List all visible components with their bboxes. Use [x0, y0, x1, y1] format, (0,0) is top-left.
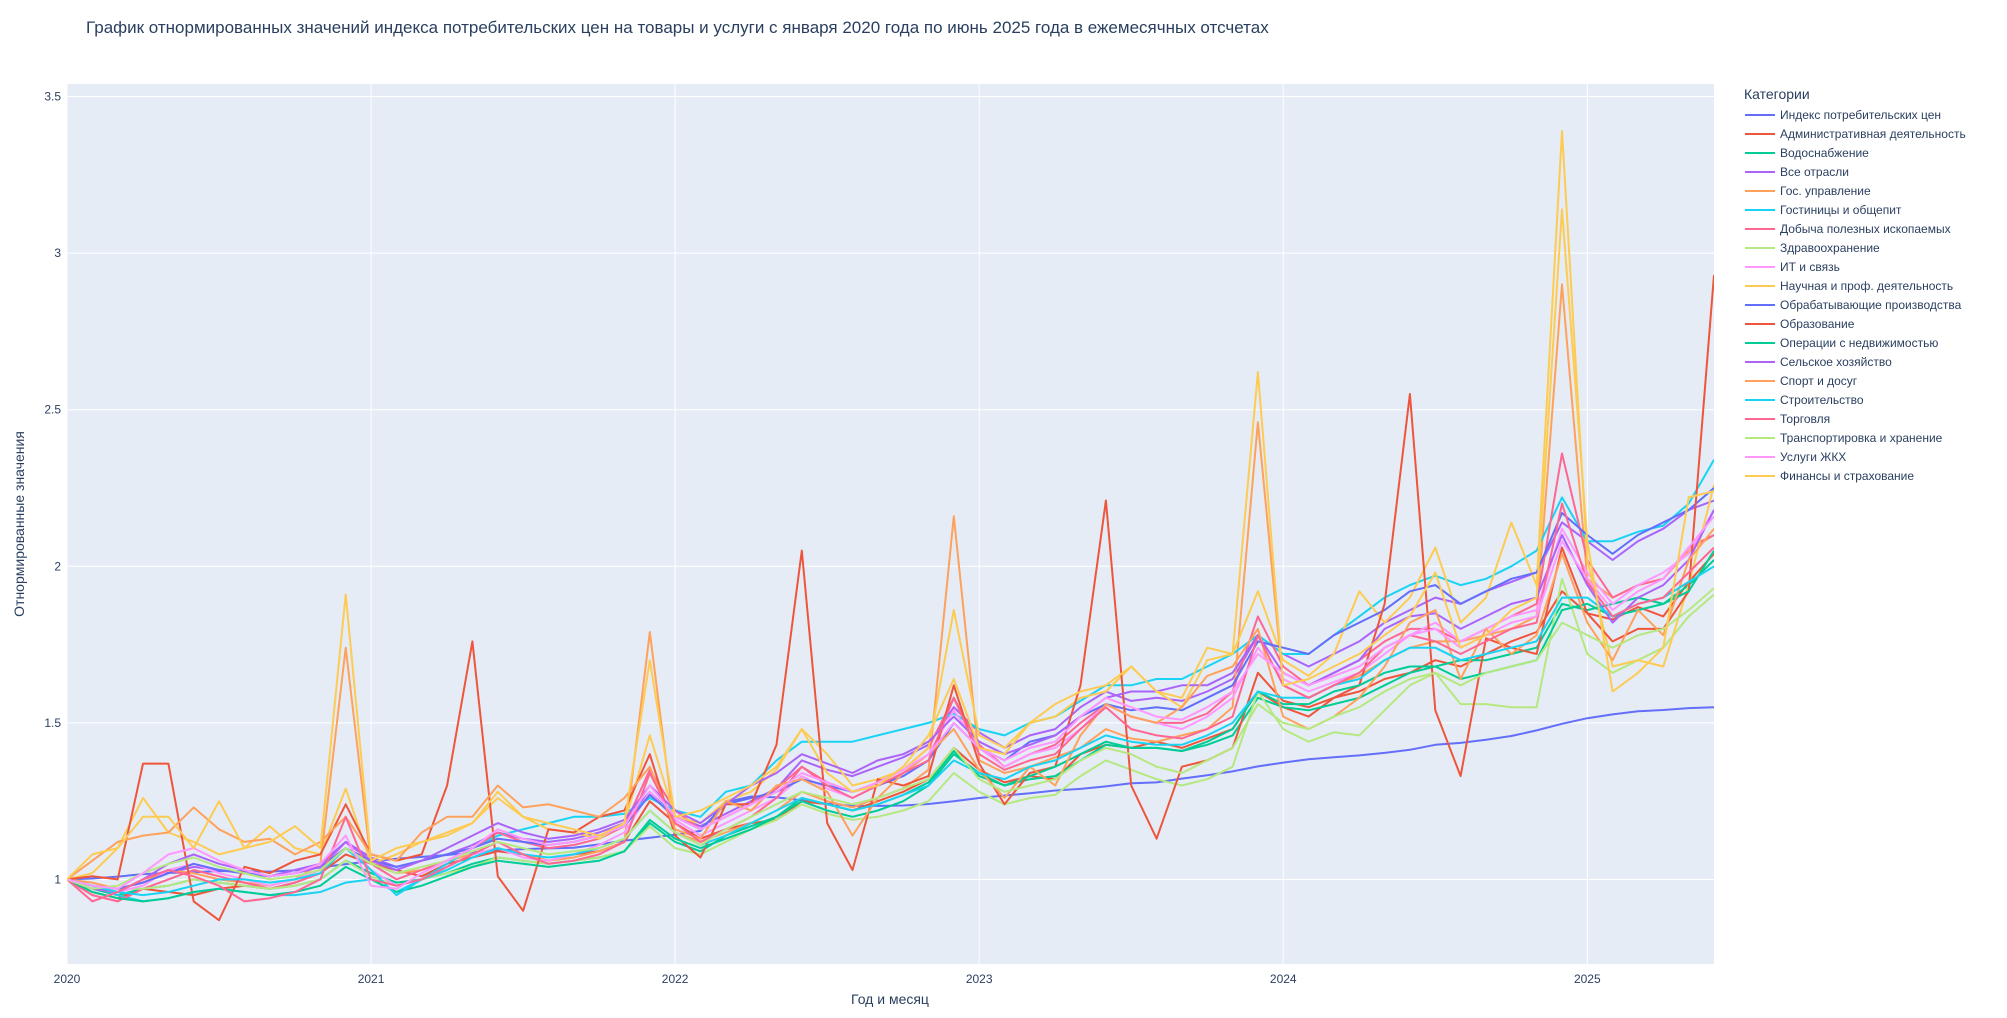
legend-swatch — [1745, 227, 1775, 230]
legend-label: Добыча полезных ископаемых — [1780, 221, 1951, 236]
legend-label: Здравоохранение — [1780, 240, 1880, 255]
legend-label: Водоснабжение — [1780, 145, 1869, 160]
legend-swatch — [1745, 322, 1775, 325]
y-tick-label: 3.5 — [44, 90, 61, 104]
legend-label: Гос. управление — [1780, 183, 1871, 198]
y-tick-label: 1.5 — [44, 716, 61, 730]
legend-label: Гостиницы и общепит — [1780, 202, 1902, 217]
legend-label: Услуги ЖКХ — [1780, 449, 1847, 464]
legend-swatch — [1745, 455, 1775, 458]
y-tick-label: 2 — [54, 559, 61, 573]
legend-item[interactable]: Гос. управление — [1742, 181, 2004, 200]
chart-title: График отнормированных значений индекса … — [86, 18, 1269, 37]
legend-item[interactable]: Образование — [1742, 314, 2004, 333]
x-axis-label: Год и месяц — [851, 991, 929, 1007]
legend-label: Научная и проф. деятельность — [1780, 278, 1954, 293]
legend-item[interactable]: Услуги ЖКХ — [1742, 447, 2004, 466]
series-line — [67, 577, 1714, 890]
series-line — [67, 587, 1714, 890]
y-tick-label: 3 — [54, 246, 61, 260]
series-line — [67, 274, 1714, 922]
legend-item[interactable]: Транспортировка и хранение — [1742, 428, 2004, 447]
x-tick-label: 2021 — [358, 972, 385, 986]
legend-item[interactable]: Добыча полезных ископаемых — [1742, 219, 2004, 238]
legend-item[interactable]: Водоснабжение — [1742, 143, 2004, 162]
series-line — [67, 553, 1714, 900]
legend-item[interactable]: Обрабатывающие производства — [1742, 295, 2004, 314]
y-tick-label: 1 — [54, 872, 61, 886]
legend-swatch — [1745, 132, 1775, 135]
x-tick-label: 2025 — [1574, 972, 1601, 986]
legend-swatch — [1745, 360, 1775, 363]
legend-item[interactable]: ИТ и связь — [1742, 257, 2004, 276]
gridlines — [66, 84, 1714, 964]
legend-label: Операции с недвижимостью — [1780, 335, 1939, 350]
legend-item[interactable]: Гостиницы и общепит — [1742, 200, 2004, 219]
legend-swatch — [1745, 208, 1775, 211]
legend-label: Административная деятельность — [1780, 126, 1966, 141]
legend-swatch — [1745, 113, 1775, 116]
legend-title: Категории — [1744, 86, 1810, 102]
legend-label: Строительство — [1780, 392, 1864, 407]
legend-item[interactable]: Спорт и досуг — [1742, 371, 2004, 390]
legend-item[interactable]: Индекс потребительских цен — [1742, 105, 2004, 124]
series-line — [67, 130, 1714, 881]
legend-swatch — [1745, 474, 1775, 477]
legend-label: Обрабатывающие производства — [1780, 297, 1962, 312]
y-axis-label: Отнормированные значения — [11, 431, 27, 617]
legend-label: Транспортировка и хранение — [1780, 430, 1943, 445]
legend-label: Сельское хозяйство — [1780, 354, 1892, 369]
legend-label: Все отрасли — [1780, 164, 1849, 179]
legend-item[interactable]: Операции с недвижимостью — [1742, 333, 2004, 352]
legend-label: ИТ и связь — [1780, 259, 1840, 274]
legend-swatch — [1745, 303, 1775, 306]
legend-swatch — [1745, 417, 1775, 420]
x-tick-label: 2020 — [54, 972, 81, 986]
y-tick-label: 2.5 — [44, 403, 61, 417]
legend-swatch — [1745, 151, 1775, 154]
legend-item[interactable]: Здравоохранение — [1742, 238, 2004, 257]
legend-swatch — [1745, 170, 1775, 173]
legend-item[interactable]: Торговля — [1742, 409, 2004, 428]
legend-label: Индекс потребительских цен — [1780, 107, 1942, 122]
x-axis-ticks: 2020 2021 2022 2023 2024 2025 — [54, 972, 1601, 986]
series-line — [67, 208, 1714, 881]
legend-swatch — [1745, 398, 1775, 401]
legend-swatch — [1745, 265, 1775, 268]
series-layer — [67, 130, 1714, 922]
legend-swatch — [1745, 436, 1775, 439]
series-line — [67, 509, 1714, 893]
legend-items: Индекс потребительских цен Административн… — [1742, 105, 2004, 485]
x-tick-label: 2023 — [966, 972, 993, 986]
legend: Категории Индекс потребительских цен Адми… — [1742, 86, 2004, 485]
legend-item[interactable]: Все отрасли — [1742, 162, 2004, 181]
series-line — [67, 459, 1714, 903]
legend-item[interactable]: Строительство — [1742, 390, 2004, 409]
legend-item[interactable]: Финансы и страхование — [1742, 466, 2004, 485]
legend-swatch — [1745, 284, 1775, 287]
legend-label: Финансы и страхование — [1780, 468, 1915, 483]
legend-label: Спорт и досуг — [1780, 373, 1858, 388]
legend-label: Торговля — [1780, 411, 1831, 426]
legend-item[interactable]: Научная и проф. деятельность — [1742, 276, 2004, 295]
legend-swatch — [1745, 246, 1775, 249]
legend-item[interactable]: Административная деятельность — [1742, 124, 2004, 143]
legend-label: Образование — [1780, 316, 1855, 331]
legend-item[interactable]: Сельское хозяйство — [1742, 352, 2004, 371]
legend-swatch — [1745, 341, 1775, 344]
series-line — [67, 502, 1714, 903]
y-axis-ticks: 1 1.5 2 2.5 3 3.5 — [44, 90, 61, 887]
x-tick-label: 2022 — [662, 972, 689, 986]
legend-swatch — [1745, 379, 1775, 382]
x-tick-label: 2024 — [1270, 972, 1297, 986]
plot-area — [67, 84, 1714, 964]
series-line — [67, 528, 1714, 881]
series-line — [67, 550, 1714, 903]
legend-swatch — [1745, 189, 1775, 192]
